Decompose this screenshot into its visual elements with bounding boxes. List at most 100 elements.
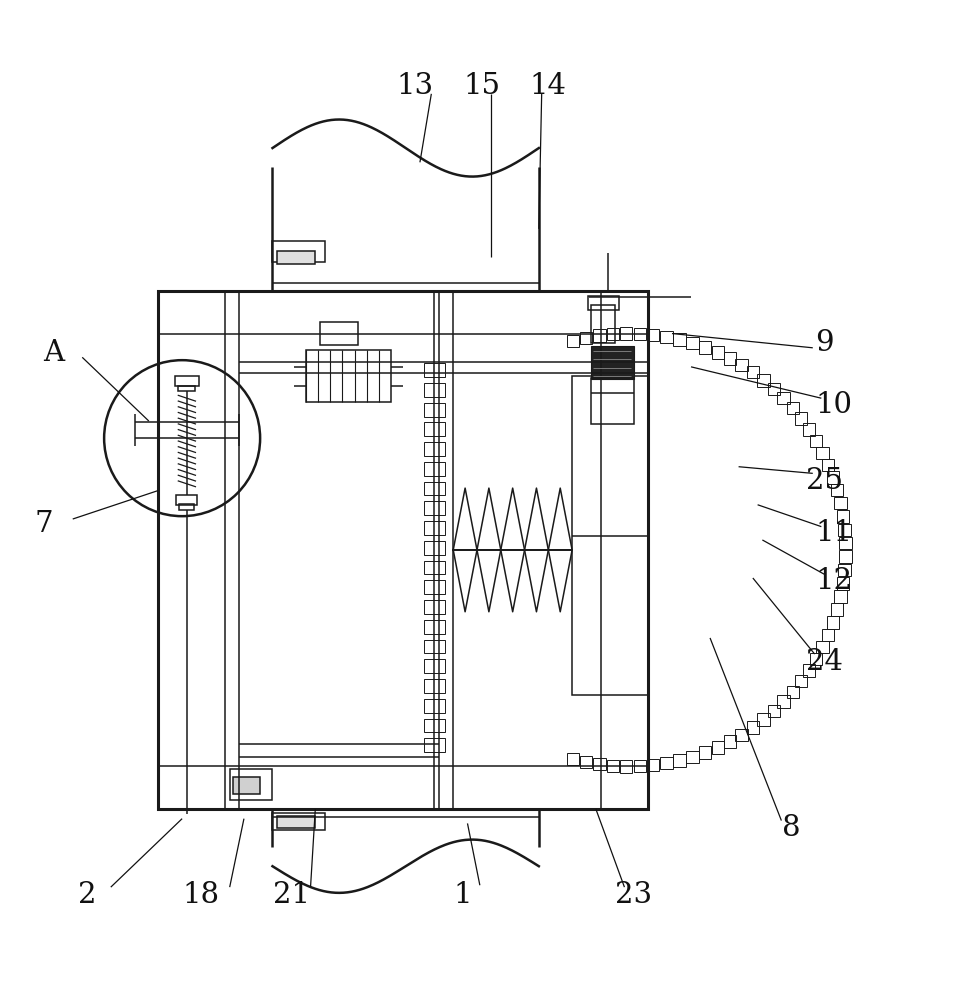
Bar <box>423 699 444 713</box>
Bar <box>423 541 444 555</box>
Bar <box>423 640 444 653</box>
Bar <box>826 616 839 629</box>
Text: 2: 2 <box>77 881 96 909</box>
Bar <box>757 374 769 387</box>
Bar <box>686 337 698 349</box>
Bar <box>158 291 647 809</box>
Bar <box>646 759 659 771</box>
Bar <box>830 603 842 616</box>
Bar <box>591 378 634 424</box>
Bar <box>785 402 798 414</box>
Bar <box>423 462 444 476</box>
Text: 9: 9 <box>814 329 833 357</box>
Text: 12: 12 <box>815 567 851 595</box>
Text: 10: 10 <box>815 391 851 419</box>
Text: 13: 13 <box>396 72 434 100</box>
Text: 7: 7 <box>35 510 53 538</box>
Bar <box>785 686 798 698</box>
Text: A: A <box>43 339 64 367</box>
Bar <box>176 495 197 505</box>
Bar <box>423 363 444 377</box>
Bar <box>673 333 685 346</box>
Bar <box>699 746 711 759</box>
Text: 23: 23 <box>615 881 652 909</box>
Bar <box>277 251 314 264</box>
Text: 24: 24 <box>805 648 841 676</box>
Bar <box>830 484 842 496</box>
Bar <box>802 423 814 436</box>
Bar <box>777 392 789 404</box>
Bar <box>423 620 444 634</box>
Bar <box>273 241 324 262</box>
Text: 15: 15 <box>463 72 499 100</box>
Bar <box>572 376 647 695</box>
Bar <box>606 760 618 772</box>
Bar <box>593 329 605 342</box>
Bar <box>767 705 780 717</box>
Bar <box>794 675 806 687</box>
Bar <box>767 383 780 395</box>
Bar <box>619 327 632 340</box>
Bar <box>423 442 444 456</box>
Bar <box>836 510 848 523</box>
Bar <box>838 524 850 536</box>
Bar <box>659 757 672 769</box>
Bar <box>821 459 834 471</box>
Bar <box>735 359 747 371</box>
Bar <box>777 695 789 708</box>
Bar <box>619 760 632 773</box>
Bar <box>711 346 723 359</box>
Bar <box>423 719 444 732</box>
Bar <box>838 564 850 576</box>
Bar <box>306 350 391 402</box>
Text: 11: 11 <box>815 519 851 547</box>
Bar <box>423 383 444 397</box>
Bar <box>809 435 821 447</box>
Bar <box>423 679 444 693</box>
Bar <box>423 561 444 574</box>
Bar <box>591 346 634 379</box>
Bar <box>423 521 444 535</box>
Bar <box>839 550 851 563</box>
Bar <box>723 735 736 748</box>
Bar <box>566 753 578 765</box>
Bar <box>277 816 314 828</box>
Bar <box>809 653 821 665</box>
Bar <box>273 813 324 830</box>
Bar <box>423 600 444 614</box>
Bar <box>588 296 618 310</box>
Bar <box>686 751 698 763</box>
Bar <box>423 501 444 515</box>
Text: 25: 25 <box>805 467 841 495</box>
Text: 21: 21 <box>273 881 310 909</box>
Bar <box>839 537 851 549</box>
Text: 8: 8 <box>781 814 800 842</box>
Bar <box>423 659 444 673</box>
Bar <box>233 777 260 794</box>
Bar <box>174 376 199 386</box>
Bar <box>746 366 759 378</box>
Bar <box>757 713 769 726</box>
Text: 18: 18 <box>182 881 219 909</box>
Text: 1: 1 <box>453 881 472 909</box>
Bar <box>633 760 645 772</box>
Bar <box>593 758 605 770</box>
Bar <box>591 305 615 343</box>
Bar <box>816 447 828 459</box>
Bar <box>633 328 645 340</box>
Bar <box>723 352 736 365</box>
Bar <box>423 403 444 417</box>
Bar <box>746 721 759 734</box>
Bar <box>646 329 659 341</box>
Bar <box>802 664 814 677</box>
Bar <box>794 412 806 425</box>
Bar <box>836 577 848 590</box>
Bar <box>699 341 711 354</box>
Bar <box>423 482 444 495</box>
Bar <box>178 386 195 391</box>
Bar <box>579 332 592 344</box>
Bar <box>579 756 592 768</box>
Bar <box>834 590 846 603</box>
Bar <box>566 335 578 347</box>
Text: 14: 14 <box>529 72 566 100</box>
